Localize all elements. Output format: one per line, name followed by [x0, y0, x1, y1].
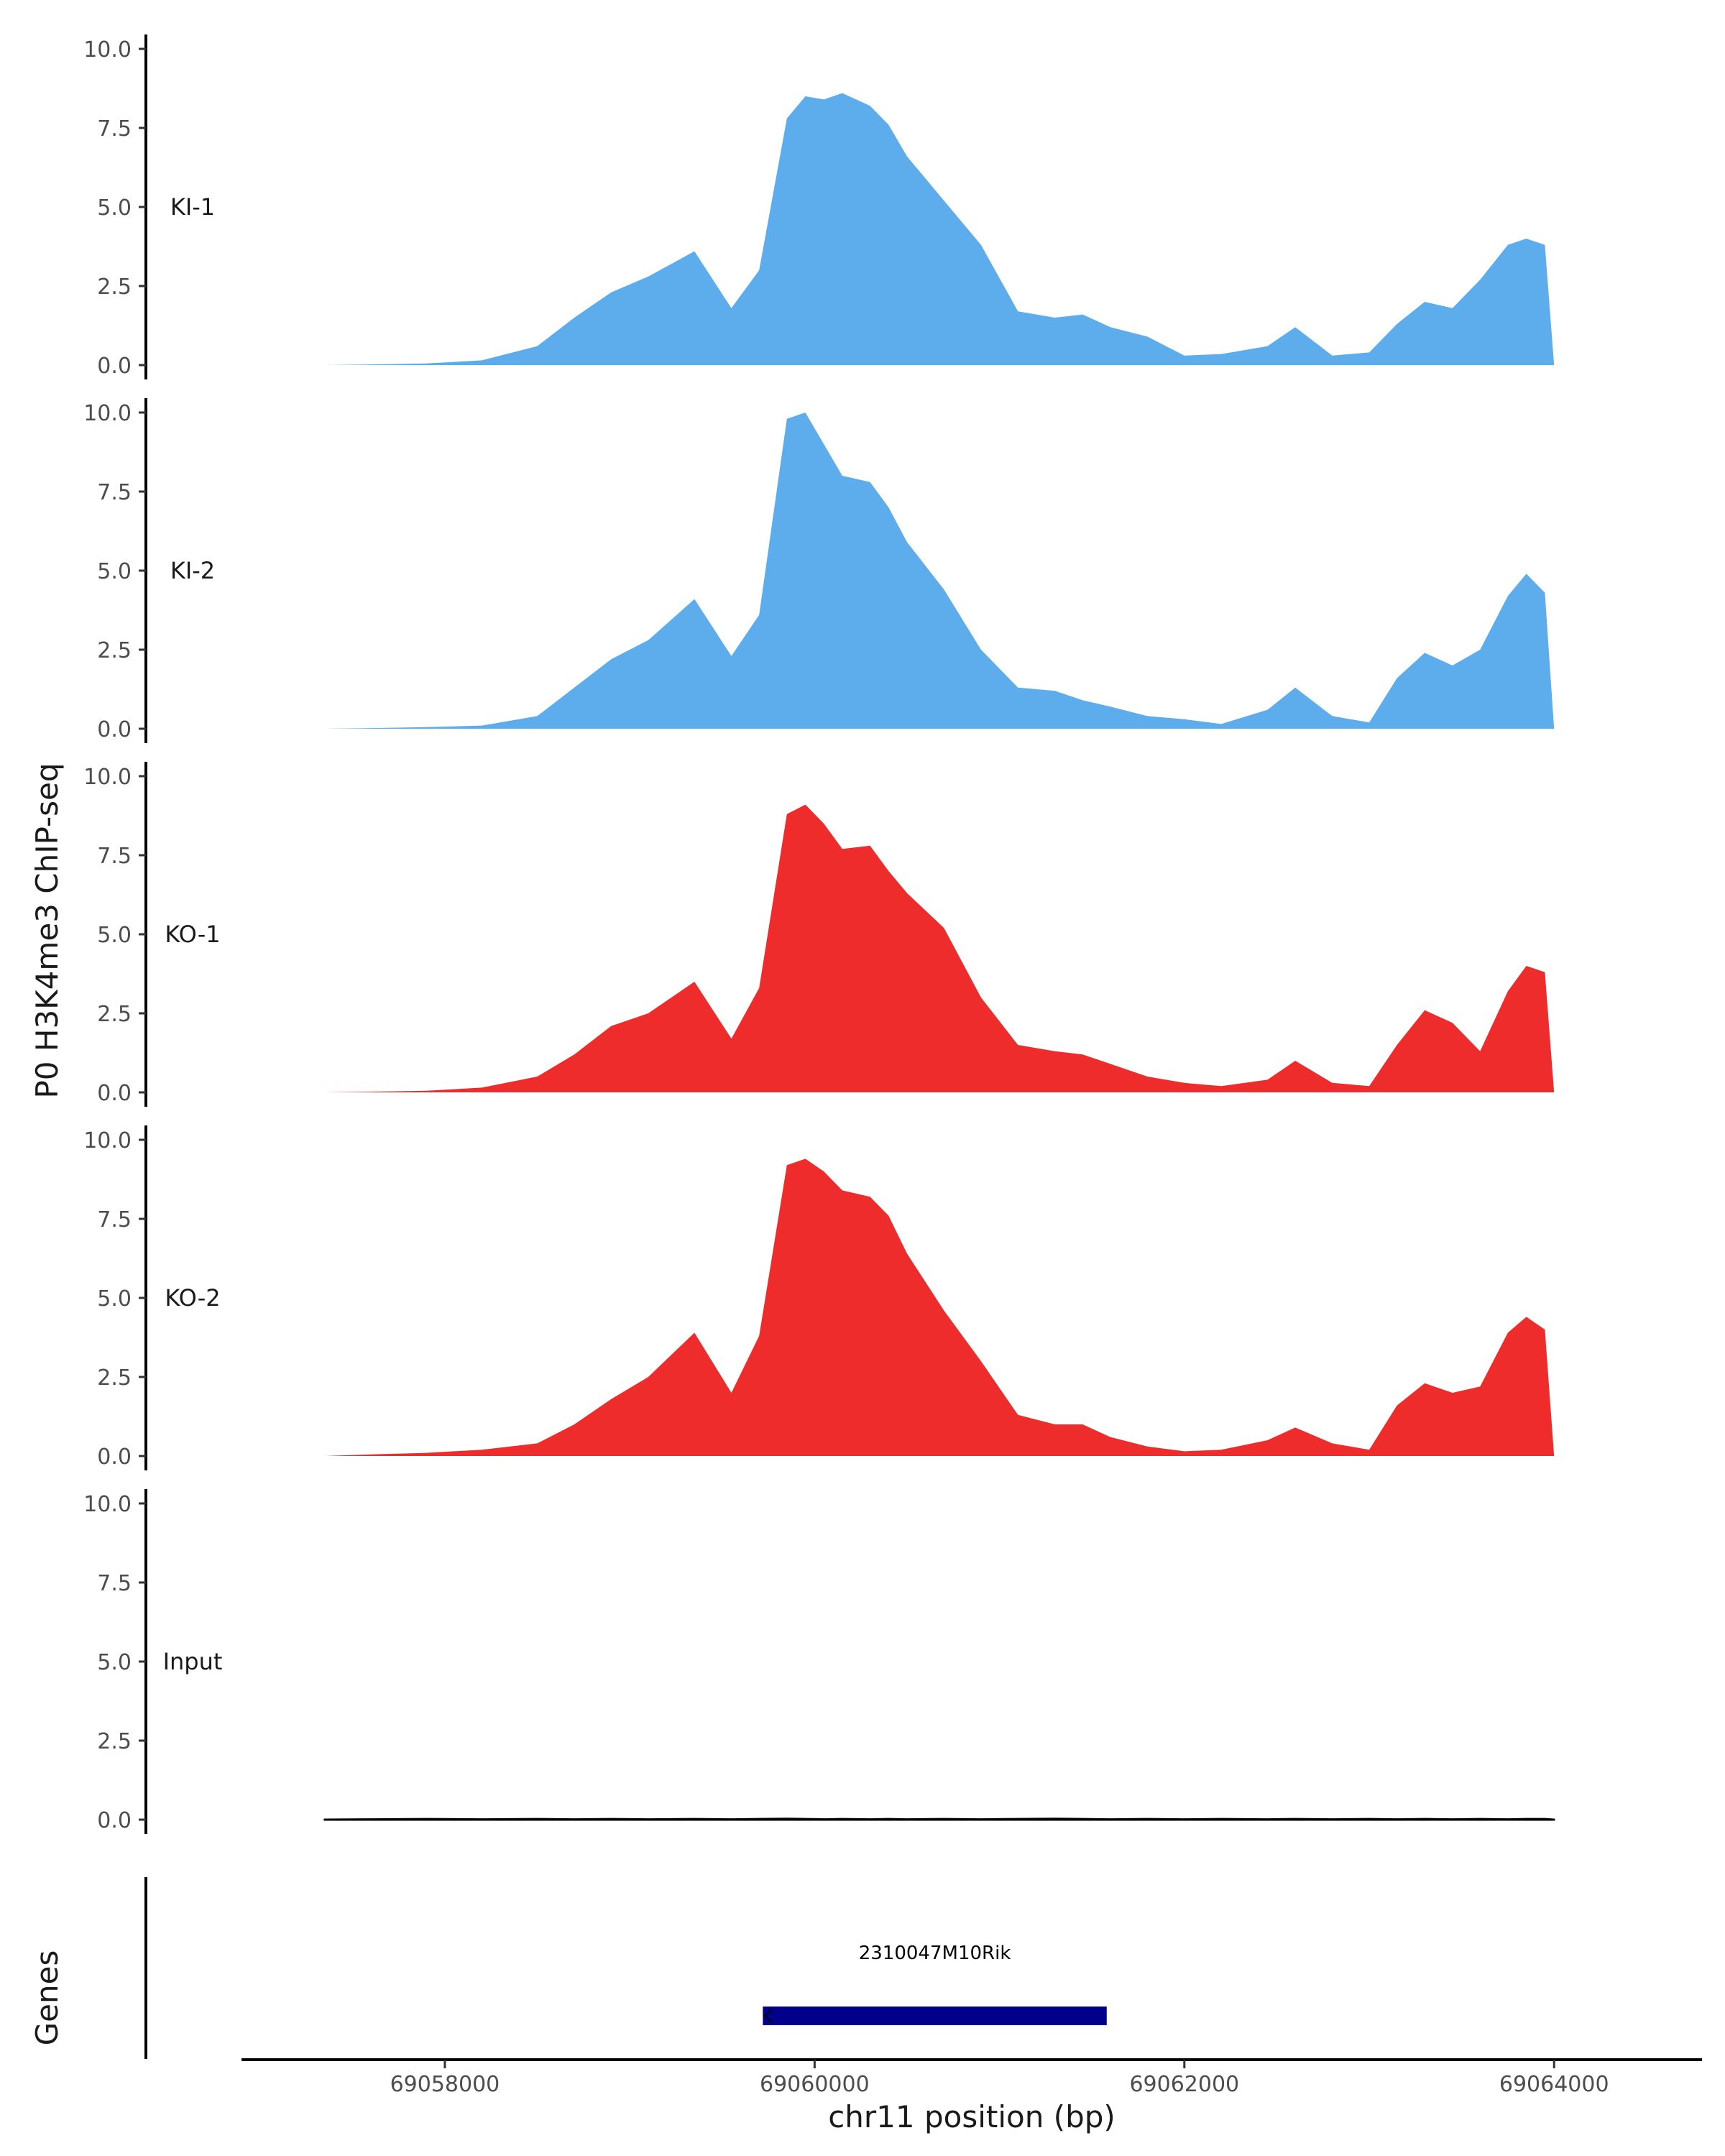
coverage-area-ki-1	[324, 93, 1555, 365]
track-input: 0.0 2.5 5.0 7.5 10.0 Input	[83, 1489, 1555, 1834]
y-tick-label: 0.0	[97, 1081, 132, 1106]
y-tick-label: 5.0	[97, 923, 132, 948]
track-label: KO-2	[165, 1284, 220, 1312]
y-tick-label: 7.5	[97, 844, 132, 869]
coverage-area-input	[323, 1818, 1555, 1821]
genes-axis-title: Genes	[29, 1950, 65, 2046]
y-tick-label: 0.0	[97, 717, 132, 742]
y-tick-label: 2.5	[97, 638, 132, 663]
y-tick-label: 2.5	[97, 275, 132, 300]
y-tick-label: 5.0	[97, 559, 132, 584]
track-ki-2: 0.0 2.5 5.0 7.5 10.0 KI-2	[83, 398, 1555, 743]
y-tick-label: 10.0	[83, 765, 132, 790]
y-tick-label: 7.5	[97, 116, 132, 142]
track-label: KI-2	[170, 557, 215, 584]
x-tick-label: 69064000	[1499, 2072, 1609, 2097]
x-axis: 69058000 69060000 69062000 69064000	[242, 2058, 1702, 2097]
y-tick-label: 0.0	[97, 1445, 132, 1470]
y-tick-label: 5.0	[97, 1650, 132, 1675]
gene-body	[763, 2007, 1107, 2025]
y-tick-label: 5.0	[97, 1286, 132, 1312]
track-ko-1: 0.0 2.5 5.0 7.5 10.0 KO-1	[83, 762, 1555, 1107]
track-ko-2: 0.0 2.5 5.0 7.5 10.0 KO-2	[83, 1125, 1555, 1470]
coverage-area-ko-2	[324, 1158, 1555, 1456]
y-tick-label: 0.0	[97, 1808, 132, 1833]
y-tick-label: 7.5	[97, 1207, 132, 1233]
y-tick-label: 7.5	[97, 1571, 132, 1596]
x-tick-label: 69060000	[760, 2072, 870, 2097]
y-tick-label: 7.5	[97, 480, 132, 505]
genes-layer: 2310047M10Rik	[144, 1877, 1107, 2059]
y-tick-label: 0.0	[97, 354, 132, 379]
coverage-area-ki-2	[324, 413, 1555, 729]
y-tick-label: 10.0	[83, 401, 132, 426]
y-tick-label: 5.0	[97, 195, 132, 221]
y-tick-label: 10.0	[83, 1128, 132, 1153]
gene-label: 2310047M10Rik	[859, 1943, 1011, 1964]
tracks-layer: 0.0 2.5 5.0 7.5 10.0 KI-1 0.0 2.5 5.0 7.5 10.0 KI-2…	[83, 34, 1555, 1834]
y-tick-label: 10.0	[83, 37, 132, 63]
y-tick-label: 2.5	[97, 1729, 132, 1754]
y-tick-label: 2.5	[97, 1002, 132, 1027]
x-tick-label: 69062000	[1129, 2072, 1239, 2097]
x-axis-title: chr11 position (bp)	[828, 2099, 1116, 2134]
y-tick-label: 10.0	[83, 1492, 132, 1517]
y-axis-title: P0 H3K4me3 ChIP-seq	[29, 763, 65, 1098]
track-label: KI-1	[170, 193, 215, 221]
strand-arrow-icon	[763, 2009, 773, 2023]
y-tick-label: 2.5	[97, 1365, 132, 1391]
track-label: Input	[163, 1648, 223, 1675]
track-label: KO-1	[165, 921, 220, 948]
coverage-area-ko-1	[324, 804, 1555, 1092]
track-ki-1: 0.0 2.5 5.0 7.5 10.0 KI-1	[83, 34, 1555, 379]
gene-2310047m10rik: 2310047M10Rik	[763, 1943, 1107, 2025]
x-tick-label: 69058000	[390, 2072, 500, 2097]
